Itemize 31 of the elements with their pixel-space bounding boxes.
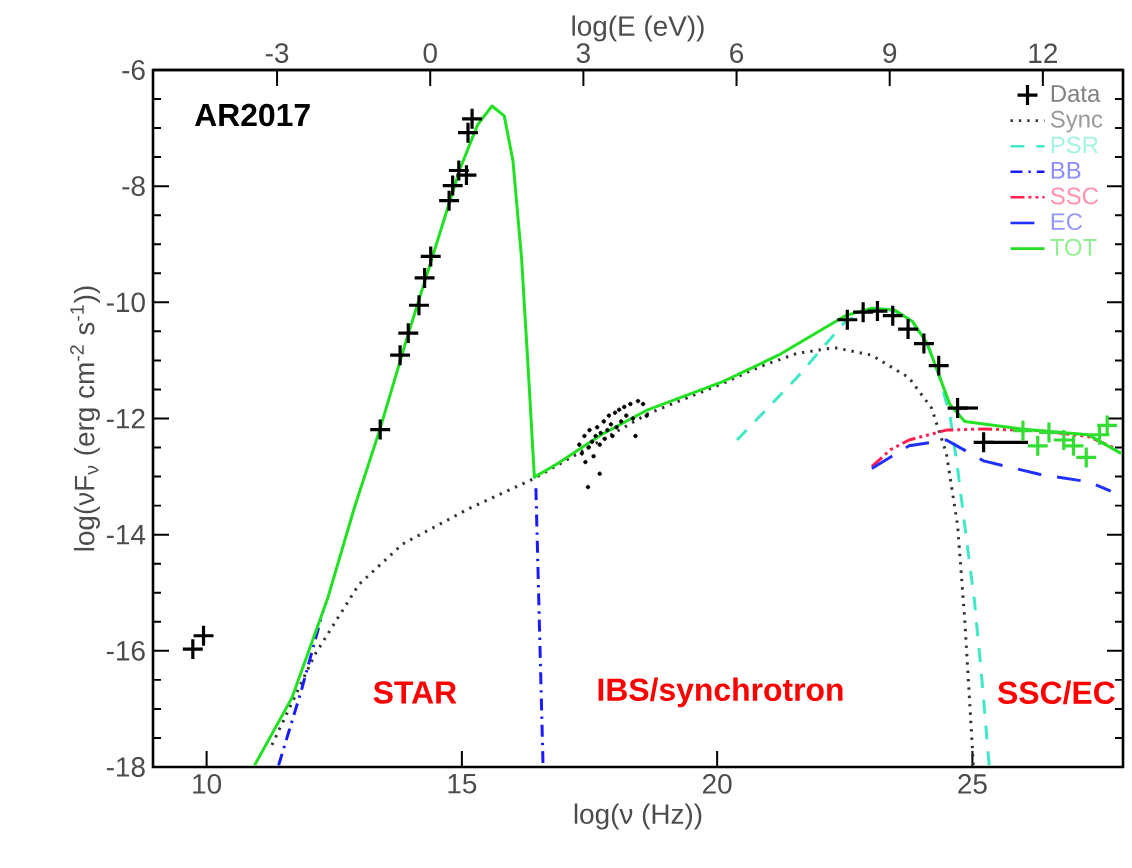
y-tick-label: -10 — [106, 292, 145, 313]
y-tick-label: -12 — [106, 408, 145, 429]
x2-tick-label: 6 — [730, 43, 744, 63]
y-tick-label: -16 — [106, 640, 145, 661]
legend-label: TOT — [1050, 238, 1097, 256]
x-axis-title: log(ν (Hz)) — [574, 803, 702, 830]
x-tick-label: 15 — [448, 774, 477, 794]
y-tick-label: -8 — [122, 176, 145, 197]
x2-tick-label: 3 — [576, 43, 590, 63]
legend-label: BB — [1051, 162, 1081, 179]
legend-label: PSR — [1051, 136, 1098, 154]
annotation: SSC/EC — [997, 680, 1115, 705]
x2-tick-label: 12 — [1029, 43, 1057, 63]
legend-label: EC — [1051, 213, 1083, 231]
y-tick-label: -6 — [122, 60, 145, 80]
x-tick-label: 20 — [703, 774, 732, 794]
legend-label: Data — [1051, 85, 1101, 102]
annotation: IBS/synchrotron — [598, 677, 843, 708]
legend-label: Sync — [1050, 110, 1103, 133]
x2-tick-label: 0 — [423, 43, 437, 63]
y-axis-title: log(νF$_{ν}$ (erg cm$^{-2}$ s$^{-1}$)) — [70, 286, 100, 551]
x-tick-label: 10 — [193, 774, 222, 794]
legend-label: SSC — [1050, 187, 1099, 205]
annotation: STAR — [373, 681, 457, 704]
x-tick-label: 25 — [958, 774, 987, 794]
x2-axis-title: log(E (eV)) — [572, 15, 704, 42]
x2-tick-label: 9 — [883, 43, 897, 63]
annotation: AR2017 — [194, 103, 310, 127]
y-tick-label: -14 — [106, 525, 146, 545]
y-tick-label: -18 — [106, 757, 145, 777]
x2-tick-label: -3 — [265, 43, 289, 63]
